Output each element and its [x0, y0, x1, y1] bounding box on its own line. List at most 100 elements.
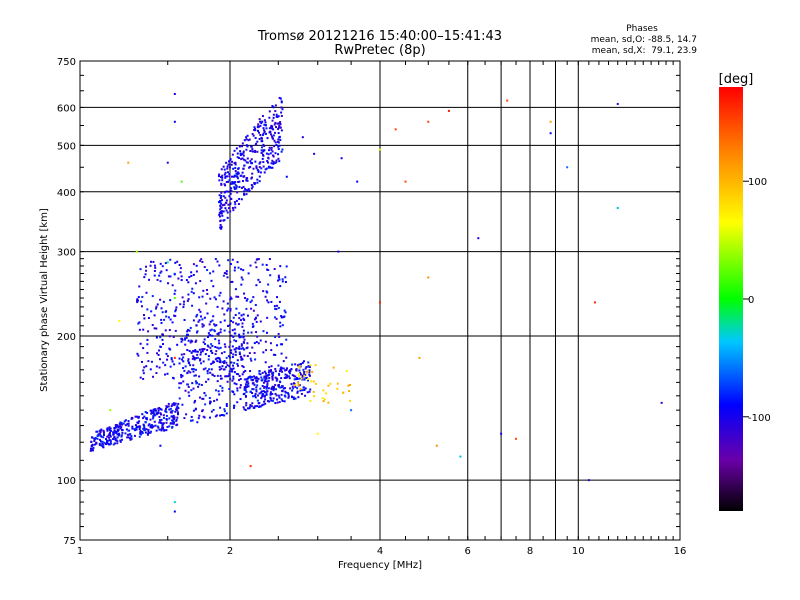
data-point — [220, 206, 223, 209]
data-point — [277, 145, 280, 148]
data-point — [241, 157, 244, 160]
data-point — [226, 211, 229, 214]
data-point — [202, 415, 205, 418]
data-point — [139, 431, 142, 434]
data-point — [180, 376, 183, 379]
data-point — [262, 390, 265, 393]
data-point — [243, 175, 246, 178]
data-point — [232, 181, 235, 184]
data-point — [242, 371, 245, 374]
data-point — [152, 260, 155, 263]
data-point — [225, 403, 228, 406]
data-point — [140, 300, 143, 303]
data-point — [303, 373, 306, 376]
data-point — [224, 345, 227, 348]
data-point — [285, 367, 288, 370]
data-point — [93, 440, 96, 443]
data-point — [242, 151, 245, 154]
data-point — [304, 394, 307, 397]
data-point — [242, 335, 245, 338]
data-point — [244, 296, 247, 299]
data-point — [118, 432, 121, 435]
data-point — [283, 394, 286, 397]
data-point — [274, 388, 277, 391]
data-point — [191, 287, 194, 290]
data-point — [217, 347, 220, 350]
data-point — [198, 348, 201, 351]
data-point — [204, 394, 207, 397]
data-point — [91, 436, 94, 439]
data-point — [233, 174, 236, 177]
data-point — [269, 369, 272, 372]
data-point — [151, 426, 154, 429]
data-point — [255, 379, 258, 382]
data-point — [129, 438, 132, 441]
data-point — [206, 369, 209, 372]
data-point — [100, 444, 103, 447]
data-point — [301, 136, 304, 139]
data-point — [269, 274, 272, 277]
data-point — [245, 378, 248, 381]
data-point — [199, 310, 202, 313]
data-point — [218, 366, 221, 369]
data-point — [235, 347, 238, 350]
data-point — [303, 378, 306, 381]
data-point — [218, 357, 221, 360]
data-point — [308, 365, 311, 368]
data-point — [276, 304, 279, 307]
data-point — [193, 358, 196, 361]
data-point — [186, 349, 189, 352]
data-point — [102, 431, 105, 434]
data-point — [260, 376, 263, 379]
data-point — [169, 365, 172, 368]
data-point — [108, 431, 111, 434]
data-point — [151, 411, 154, 414]
data-point — [275, 379, 278, 382]
data-point — [96, 435, 99, 438]
data-point — [246, 157, 249, 160]
data-point — [279, 325, 282, 328]
data-point — [219, 346, 222, 349]
data-point — [213, 330, 216, 333]
data-point — [158, 406, 161, 409]
data-point — [233, 186, 236, 189]
data-point — [199, 280, 202, 283]
data-point — [254, 129, 257, 132]
data-point — [113, 442, 116, 445]
data-point — [169, 411, 172, 414]
data-point — [238, 333, 241, 336]
data-point — [272, 128, 275, 131]
data-point — [266, 382, 269, 385]
data-point — [215, 357, 218, 360]
data-point — [277, 153, 280, 156]
data-point — [138, 428, 141, 431]
data-point — [223, 203, 226, 206]
data-point — [394, 128, 397, 131]
data-point — [248, 405, 251, 408]
data-point — [258, 137, 261, 140]
data-point — [342, 391, 345, 394]
data-point — [264, 372, 267, 375]
data-point — [272, 155, 275, 158]
data-point — [265, 263, 268, 266]
data-point — [242, 332, 245, 335]
data-point — [280, 106, 283, 109]
data-point — [109, 435, 112, 438]
data-point — [220, 367, 223, 370]
data-point — [171, 422, 174, 425]
data-point — [238, 180, 241, 183]
data-point — [280, 366, 283, 369]
data-point — [281, 280, 284, 283]
data-point — [323, 398, 326, 401]
data-point — [182, 356, 185, 359]
data-point — [127, 420, 130, 423]
data-point — [256, 140, 259, 143]
data-point — [256, 181, 259, 184]
data-point — [272, 116, 275, 119]
data-point — [210, 279, 213, 282]
data-point — [234, 203, 237, 206]
data-point — [234, 163, 237, 166]
data-point — [299, 372, 302, 375]
data-point — [288, 370, 291, 373]
data-point — [259, 120, 262, 123]
